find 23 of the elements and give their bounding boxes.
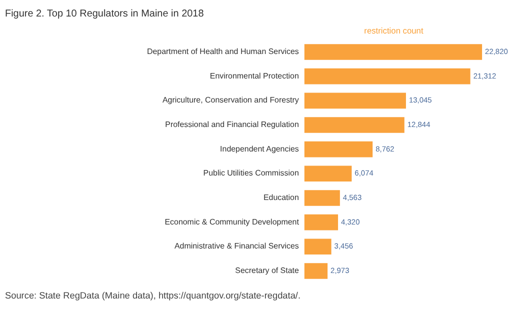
y-tick-label: Economic & Community Development: [164, 217, 300, 226]
y-tick-label: Public Utilities Commission: [203, 168, 299, 178]
bar: [304, 68, 470, 84]
bar: [304, 166, 352, 182]
x-axis-title: restriction count: [364, 26, 424, 36]
bar: [304, 92, 406, 109]
y-tick-label: Independent Agencies: [220, 144, 299, 154]
bar: [304, 141, 373, 158]
bar: [304, 44, 482, 60]
y-tick-label: Professional and Financial Regulation: [165, 120, 299, 129]
source-note: Source: State RegData (Maine data), https://quantgov.org/state-regdata/.: [4, 290, 301, 301]
y-tick-label: Administrative & Financial Services: [174, 242, 299, 251]
y-tick-label: Environmental Protection: [210, 71, 299, 80]
bar: [304, 117, 404, 133]
bar: [304, 214, 338, 230]
y-tick-label: Agriculture, Conservation and Forestry: [162, 96, 299, 105]
bar: [304, 190, 340, 206]
bar: [304, 263, 328, 279]
y-tick-label: Secretary of State: [235, 266, 300, 275]
y-tick-label: Education: [263, 192, 299, 202]
bar: [304, 238, 332, 255]
text: Figure 2. Top 10 Regulators in Maine in 2018: [4, 8, 204, 20]
y-tick-label: Department of Health and Human Services: [146, 46, 299, 56]
